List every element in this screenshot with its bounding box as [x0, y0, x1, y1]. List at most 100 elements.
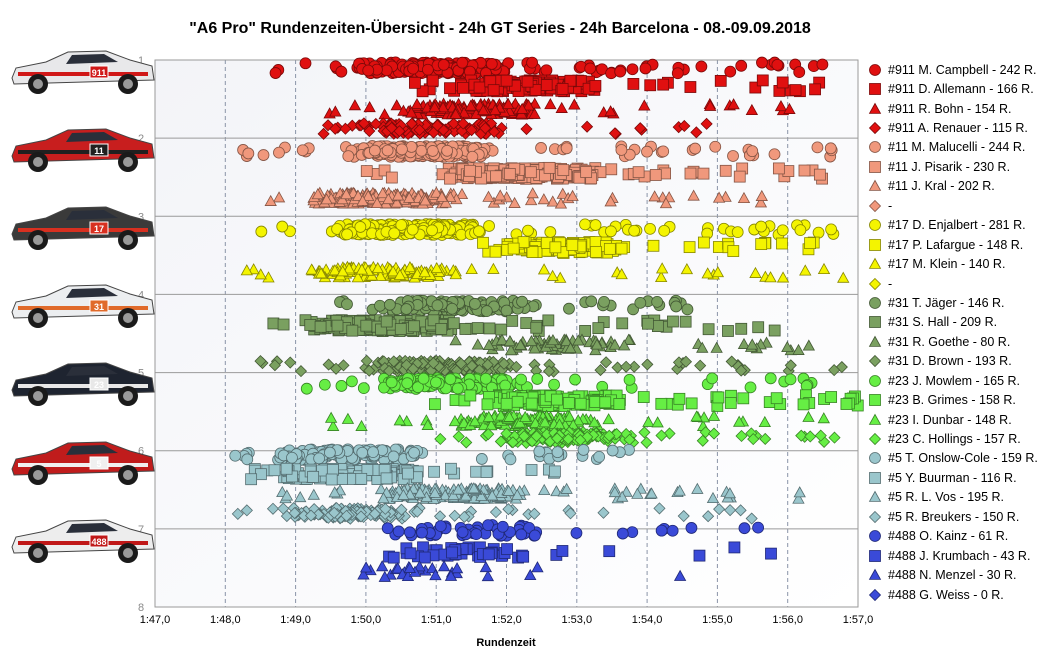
- data-point: [475, 453, 488, 465]
- data-point: [340, 509, 353, 522]
- data-point: [793, 66, 806, 78]
- data-point: [412, 381, 424, 394]
- data-point: [361, 464, 374, 476]
- legend-label: #11 M. Malucelli - 244 R.: [888, 140, 1026, 155]
- data-point: [529, 416, 542, 428]
- legend-label: #31 R. Goethe - 80 R.: [888, 334, 1011, 349]
- data-point: [450, 562, 464, 574]
- data-point: [378, 570, 391, 582]
- data-point: [446, 302, 458, 315]
- data-point: [655, 397, 668, 410]
- data-point: [727, 245, 740, 257]
- legend-marker-square: [869, 83, 881, 96]
- data-point: [754, 196, 768, 208]
- x-tick-label: 1:53,0: [562, 614, 593, 626]
- data-point: [321, 119, 335, 132]
- legend-label: #5 R. L. Vos - 195 R.: [888, 490, 1005, 505]
- data-point: [369, 117, 382, 131]
- data-point: [497, 357, 511, 370]
- data-point: [528, 342, 541, 354]
- data-point: [380, 315, 393, 328]
- car-number: 911: [92, 68, 107, 78]
- data-point: [400, 303, 413, 315]
- data-point: [615, 242, 628, 255]
- car-number-panel: [89, 377, 109, 391]
- data-point: [457, 106, 471, 118]
- series-2: [323, 97, 796, 120]
- legend-marker-square: [869, 238, 881, 251]
- data-point: [483, 220, 495, 232]
- data-point: [585, 295, 598, 308]
- data-point: [746, 145, 759, 158]
- data-point: [447, 317, 460, 330]
- data-point: [690, 410, 703, 422]
- data-point: [526, 56, 538, 69]
- data-point: [517, 236, 530, 249]
- data-point: [329, 362, 343, 375]
- data-point: [355, 263, 369, 275]
- data-point: [658, 224, 671, 237]
- data-point: [530, 321, 543, 334]
- data-point: [627, 78, 640, 90]
- data-point: [255, 468, 267, 481]
- data-point: [341, 298, 353, 311]
- data-point: [530, 430, 543, 443]
- data-point: [837, 271, 850, 283]
- data-point: [641, 317, 654, 330]
- data-point: [644, 222, 656, 235]
- legend-item: #11 M. Malucelli - 244 R.: [868, 138, 1048, 157]
- data-point: [529, 83, 542, 96]
- data-point: [362, 64, 375, 77]
- legend-marker-triangle: [868, 257, 882, 269]
- data-point: [502, 97, 515, 110]
- data-point: [693, 549, 706, 562]
- data-point: [387, 450, 400, 463]
- legend-label: #23 I. Dunbar - 148 R.: [888, 412, 1012, 427]
- data-point: [485, 489, 499, 501]
- data-point: [311, 188, 325, 200]
- data-point: [738, 522, 751, 535]
- data-point: [447, 488, 460, 501]
- legend-marker-diamond: [868, 121, 882, 135]
- data-point: [731, 226, 744, 239]
- legend-marker-triangle: [868, 491, 882, 503]
- data-point: [526, 246, 539, 258]
- car-window: [66, 131, 118, 142]
- data-point: [603, 242, 616, 255]
- legend-label: #488 J. Krumbach - 43 R.: [888, 548, 1031, 563]
- data-point: [431, 119, 444, 132]
- data-point: [722, 325, 734, 337]
- data-point: [783, 102, 796, 114]
- data-point: [632, 166, 645, 179]
- data-point: [445, 462, 457, 475]
- legend-marker-shape: [869, 374, 881, 387]
- data-point: [273, 146, 285, 159]
- data-point: [789, 84, 802, 96]
- legend-item: #17 P. Lafargue - 148 R.: [868, 235, 1048, 254]
- data-point: [792, 492, 805, 504]
- legend-marker-shape: [869, 452, 881, 465]
- data-point: [525, 334, 538, 347]
- data-point: [755, 220, 767, 233]
- legend-marker-square: [869, 161, 881, 173]
- data-point: [537, 263, 551, 275]
- data-point: [622, 333, 635, 345]
- data-point: [485, 419, 498, 431]
- data-point: [360, 165, 373, 177]
- data-point: [746, 338, 759, 350]
- data-point: [522, 224, 534, 237]
- data-point: [590, 246, 602, 258]
- data-point: [538, 483, 551, 496]
- series-26: [357, 560, 687, 582]
- data-point: [482, 338, 496, 350]
- data-point: [770, 392, 783, 405]
- y-tick-label: 1: [138, 55, 144, 67]
- data-point: [594, 364, 607, 377]
- legend-item: #5 R. L. Vos - 195 R.: [868, 488, 1048, 507]
- car-number-panel: [89, 221, 109, 235]
- data-point: [242, 147, 255, 160]
- data-point: [331, 223, 344, 235]
- x-tick-label: 1:54,0: [632, 614, 663, 626]
- data-point: [465, 262, 478, 275]
- data-point: [257, 149, 270, 161]
